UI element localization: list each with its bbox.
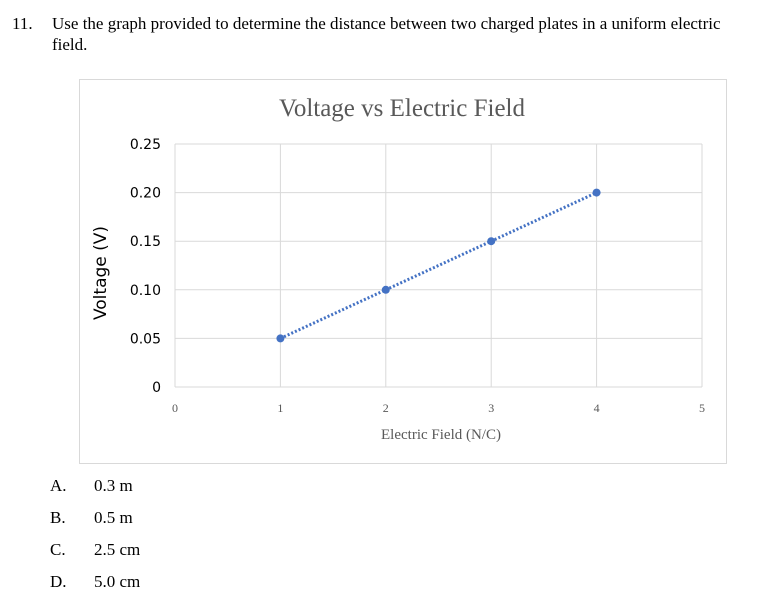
answer-text: 5.0 cm (94, 572, 141, 591)
answer-text: 0.5 m (94, 508, 133, 527)
x-tick-label: 4 (594, 401, 600, 415)
x-tick-label: 3 (488, 401, 494, 415)
chart: Voltage vs Electric Field Electric Field… (79, 79, 727, 464)
x-axis-label: Electric Field (N/C) (381, 427, 501, 443)
x-tick-label: 1 (277, 401, 283, 415)
y-tick-label: 0.25 (130, 137, 161, 153)
y-tick-label: 0.10 (130, 283, 161, 299)
y-tick-label: 0.20 (130, 186, 161, 202)
answer-letter: B. (50, 508, 66, 527)
data-point (276, 334, 285, 343)
chart-svg: Voltage vs Electric Field Electric Field… (91, 95, 705, 443)
answer-letter: A. (50, 476, 67, 495)
data-point (487, 237, 496, 246)
question-text: Use the graph provided to determine the … (52, 14, 721, 54)
y-tick-label: 0.05 (130, 331, 161, 347)
answer-letter: D. (50, 572, 67, 591)
trendline (279, 191, 598, 340)
data-point (381, 285, 390, 294)
y-tick-label: 0.15 (130, 234, 161, 250)
chart-title: Voltage vs Electric Field (279, 95, 526, 122)
answer-text: 0.3 m (94, 476, 133, 495)
data-point (592, 188, 601, 197)
question-number: 11. (12, 14, 33, 33)
x-tick-label: 5 (699, 401, 705, 415)
answer-text: 2.5 cm (94, 540, 141, 559)
y-axis-label: Voltage (V) (91, 226, 111, 320)
answer-letter: C. (50, 540, 66, 559)
x-tick-label: 0 (172, 401, 178, 415)
x-tick-label: 2 (383, 401, 389, 415)
y-tick-label: 0 (152, 380, 161, 396)
